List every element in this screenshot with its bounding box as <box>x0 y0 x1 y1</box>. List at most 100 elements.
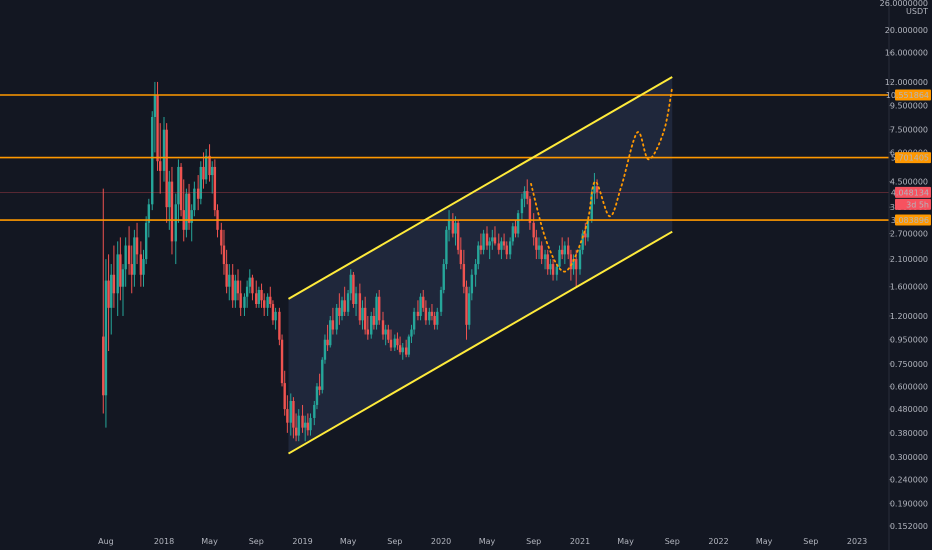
candle-body <box>190 210 193 223</box>
candle-body <box>497 243 500 250</box>
candle-body <box>416 311 420 316</box>
candle-body <box>424 307 428 321</box>
x-tick-label: 2022 <box>708 537 728 546</box>
candle-body <box>358 293 362 321</box>
candle-body <box>590 193 593 220</box>
candle-body <box>142 259 145 275</box>
y-axis-currency-top: 26.0000000 <box>880 0 928 8</box>
candle-body <box>289 400 292 423</box>
candle-body <box>135 237 139 255</box>
price-tags-layer: 10.551864 5.701405 3.083896 4.048134 3d 5h <box>886 89 931 226</box>
current-price-tag: 4.048134 <box>891 186 931 198</box>
channel-fill-layer <box>288 76 673 454</box>
candle-body <box>567 245 570 255</box>
x-tick-label: May <box>617 537 634 546</box>
candle-body <box>528 198 532 223</box>
y-tick-label: 0.240000 <box>890 476 928 485</box>
projection-path <box>530 86 674 273</box>
y-tick-label: 0.750000 <box>890 360 928 369</box>
candle-body <box>459 249 463 265</box>
candle-body <box>532 222 535 238</box>
candle-body <box>110 274 113 308</box>
y-tick-label: 0.300000 <box>890 453 928 462</box>
candle-body <box>491 237 494 242</box>
candle-body <box>516 213 520 234</box>
candle-body <box>378 296 381 321</box>
y-axis: 26.0000000 USDT 20.000000 16.000000 12.000… <box>880 0 928 550</box>
x-tick-label: Aug <box>98 537 114 546</box>
level-price-tag-label: 5.701405 <box>891 154 929 163</box>
candle-body <box>502 241 506 246</box>
candle-body <box>263 300 266 308</box>
candle-body <box>260 289 263 301</box>
candle-body <box>422 296 425 308</box>
candle-body <box>523 191 526 199</box>
y-tick-label: 1.200000 <box>890 312 928 321</box>
y-tick-label: 7.500000 <box>890 126 928 135</box>
candle-body <box>170 181 174 242</box>
candle-body <box>309 417 312 431</box>
candle-body <box>185 193 188 230</box>
candle-body <box>257 289 261 305</box>
y-tick-label: 0.600000 <box>890 382 928 391</box>
x-tick-label: 2023 <box>847 537 867 546</box>
candle-body <box>248 277 251 287</box>
candle-body <box>343 300 346 312</box>
level-price-tag: 10.551864 <box>886 89 931 101</box>
candle-body <box>366 329 370 335</box>
candle-body <box>555 266 559 275</box>
candle-body <box>410 329 413 337</box>
candle-body <box>447 219 451 230</box>
candle-body <box>474 264 477 275</box>
candle-body <box>526 191 529 199</box>
candle-body <box>112 274 116 294</box>
candle-body <box>165 129 168 208</box>
candle-body <box>396 338 399 346</box>
candle-body <box>584 233 587 238</box>
x-tick-label: Sep <box>665 537 680 546</box>
y-tick-label: 2.100000 <box>890 255 928 264</box>
candle-body <box>387 329 390 340</box>
candle-body <box>479 245 483 250</box>
candle-body <box>127 245 131 265</box>
candle-body <box>465 286 468 325</box>
x-tick-label: May <box>340 537 357 546</box>
candle-body <box>586 219 590 238</box>
x-tick-label: Sep <box>526 537 541 546</box>
channel-fill <box>288 76 673 454</box>
candle-body <box>563 245 567 255</box>
y-tick-label: 0.152000 <box>890 522 928 531</box>
candle-body <box>329 320 332 346</box>
candle-body <box>236 280 240 294</box>
level-price-tag-label: 3.083896 <box>891 216 929 225</box>
candle-body <box>439 289 443 312</box>
candle-body <box>389 339 393 348</box>
candle-body <box>451 219 455 234</box>
level-price-tag-label: 10.551864 <box>886 91 929 100</box>
y-tick-label: 20.000000 <box>885 26 928 35</box>
x-tick-label: 2020 <box>431 537 451 546</box>
level-price-tag: 3.083896 <box>891 214 931 226</box>
candle-body <box>116 254 119 294</box>
candle-body <box>505 245 508 255</box>
candle-body <box>130 264 133 275</box>
x-tick-label: May <box>756 537 773 546</box>
candle-body <box>222 245 226 265</box>
candle-body <box>436 311 439 325</box>
candle-body <box>546 254 549 270</box>
candle-body <box>493 237 497 244</box>
candle-body <box>442 264 445 290</box>
candle-body <box>375 296 378 325</box>
candle-body <box>168 181 171 208</box>
x-tick-label: May <box>201 537 218 546</box>
candle-body <box>363 307 367 330</box>
candle-body <box>179 166 183 211</box>
y-tick-label: 0.380000 <box>890 429 928 438</box>
channel-upper-line <box>287 76 673 300</box>
channel-lines-layer <box>287 76 673 455</box>
candle-body <box>315 386 319 405</box>
candle-body <box>430 311 434 316</box>
candle-body <box>454 222 457 234</box>
y-tick-label: 0.190000 <box>890 499 928 508</box>
